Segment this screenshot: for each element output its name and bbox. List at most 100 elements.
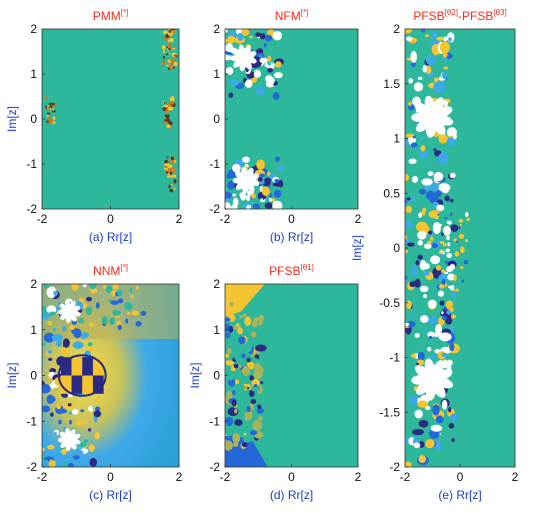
fractal-fragment [166, 46, 168, 49]
fractal-fragment [418, 188, 427, 195]
y-axis-label: Im[z] [5, 363, 19, 389]
fractal-fragment [225, 374, 235, 381]
fractal-fragment [446, 265, 453, 273]
fractal-fragment [72, 455, 80, 460]
fractal-fragment [47, 444, 55, 450]
fractal-fragment [264, 62, 269, 68]
fractal-fragment [171, 160, 174, 164]
fractal-fragment [227, 348, 232, 355]
panel-caption: (a) [89, 230, 104, 244]
fractal-fragment [239, 318, 245, 324]
fractal-fragment [88, 405, 94, 412]
fractal-fragment [253, 384, 258, 388]
fractal-fragment [405, 276, 408, 280]
fractal-fragment [252, 203, 261, 209]
fractal-fragment [72, 341, 84, 349]
fractal-fragment [411, 266, 418, 277]
x-tick-label: 0 [107, 470, 114, 484]
fractal-fragment [172, 58, 175, 61]
fractal-fragment [227, 35, 236, 44]
fractal-fragment [125, 318, 129, 324]
fractal-fragment [81, 333, 87, 339]
fractal-fragment [418, 150, 429, 159]
fractal-fragment [173, 54, 177, 57]
fractal-fragment [80, 420, 87, 425]
fractal-fragment [405, 199, 408, 204]
fractal-fragment [422, 294, 428, 299]
fractal-fragment [409, 281, 416, 288]
fractal-fragment [451, 275, 453, 278]
fractal-fragment [67, 403, 72, 407]
y-tick-label: 0 [213, 369, 220, 383]
fractal-fragment [165, 35, 167, 39]
fractal-fragment [252, 419, 263, 431]
fractal-fragment [238, 383, 245, 390]
fractal-fragment [48, 357, 53, 361]
fractal-fragment [250, 398, 257, 404]
fractal-fragment [427, 230, 433, 235]
fractal-fragment [47, 376, 52, 380]
x-tick-label: 0 [288, 470, 295, 484]
fractal-fragment [227, 182, 234, 189]
fractal-fragment [83, 439, 88, 444]
fractal-fragment [425, 65, 432, 75]
fractal-fragment [110, 300, 119, 305]
fractal-fragment [56, 339, 63, 348]
fractal-fragment [406, 57, 412, 61]
fractal-fragment [48, 107, 51, 111]
white-core [238, 52, 249, 63]
fractal-fragment [234, 379, 240, 385]
fractal-fragment [164, 119, 168, 122]
fractal-fragment [225, 344, 229, 349]
fractal-fragment [441, 278, 446, 286]
fractal-fragment [57, 408, 68, 414]
fractal-fragment [127, 312, 131, 315]
fractal-fragment [68, 411, 73, 415]
fractal-fragment [173, 61, 178, 67]
checker-cell [82, 357, 93, 376]
white-core [241, 175, 252, 186]
fractal-fragment [86, 296, 92, 302]
y-tick-label: 1 [393, 132, 400, 146]
fractal-fragment [272, 200, 283, 209]
fractal-fragment [419, 259, 427, 271]
fractal-fragment [405, 461, 412, 467]
fractal-fragment [417, 351, 425, 361]
white-core [65, 307, 74, 316]
fractal-fragment [171, 170, 175, 173]
checker-cell [71, 357, 83, 376]
x-axis-caption: (e) Rr[z] [438, 488, 481, 502]
x-tick-label: 2 [176, 470, 183, 484]
fractal-fragment [169, 96, 175, 102]
fractal-fragment [226, 417, 233, 426]
fractal-fragment [44, 96, 48, 100]
fractal-fragment [433, 77, 439, 83]
checker-cell [60, 357, 72, 376]
fractal-fragment [50, 412, 54, 417]
fractal-fragment [162, 107, 166, 111]
yellow-region [225, 284, 265, 317]
fractal-fragment [42, 439, 47, 446]
fractal-fragment [439, 253, 444, 257]
fractal-fragment [449, 413, 459, 423]
fractal-fragment [232, 441, 239, 448]
panel-d: -2 0 2 -2 -1 0 1 2 PFSB[θ1] (d) Rr[z] Im[z] [188, 263, 362, 502]
y-tick-label: -2 [209, 202, 220, 216]
fractal-fragment [405, 322, 410, 326]
fractal-fragment [451, 438, 455, 442]
fractal-fragment [172, 47, 176, 50]
fractal-fragment [242, 313, 247, 318]
fractal-fragment [415, 221, 428, 233]
fractal-fragment [89, 457, 98, 467]
fractal-fragment [436, 204, 445, 212]
fractal-fragment [433, 148, 437, 152]
x-axis-caption: (c) Rr[z] [89, 488, 132, 502]
fractal-fragment [225, 29, 228, 33]
fractal-fragment [241, 29, 250, 36]
fractal-fragment [417, 240, 424, 246]
fractal-fragment [234, 419, 243, 426]
fractal-fragment [439, 251, 442, 254]
panel-title: NFM[*] [275, 8, 309, 23]
white-bulb [411, 95, 454, 138]
panel-title: PFSB[θ1] [269, 263, 314, 278]
